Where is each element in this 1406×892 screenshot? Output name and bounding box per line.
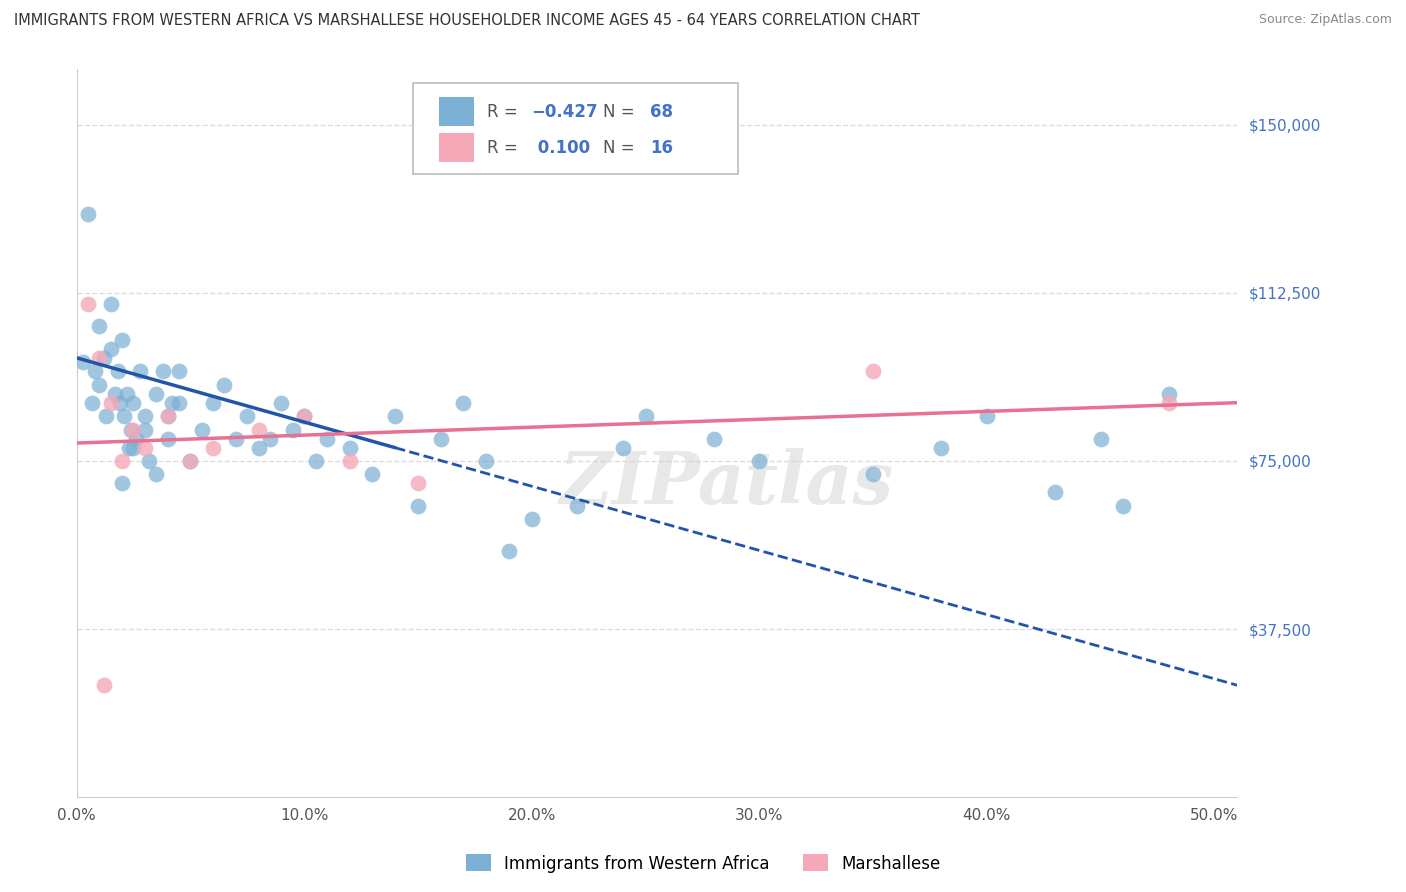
Point (145, 467, 167, 482)
Point (315, 432, 337, 446)
Point (498, 543, 520, 558)
Text: Source: ZipAtlas.com: Source: ZipAtlas.com (1258, 13, 1392, 27)
Point (111, 333, 134, 347)
Text: R =: R = (488, 103, 523, 120)
Point (339, 441, 361, 455)
Point (122, 395, 145, 409)
Point (862, 364, 884, 378)
Point (976, 409, 998, 424)
Point (931, 441, 953, 455)
Text: −0.427: −0.427 (531, 103, 598, 120)
Point (406, 499, 429, 513)
Point (93, 351, 115, 365)
Point (125, 432, 148, 446)
Point (453, 395, 475, 409)
Text: 16: 16 (650, 139, 673, 157)
Point (429, 432, 451, 446)
Text: N =: N = (603, 139, 640, 157)
Point (89, 377, 111, 392)
Point (138, 454, 160, 468)
Point (104, 386, 127, 401)
Point (202, 441, 225, 455)
Point (281, 423, 304, 437)
FancyBboxPatch shape (413, 83, 738, 174)
Point (1043, 485, 1066, 500)
Point (108, 395, 131, 409)
Text: 0.100: 0.100 (531, 139, 589, 157)
Point (748, 454, 770, 468)
Point (475, 454, 498, 468)
Point (225, 432, 247, 446)
Point (134, 409, 156, 424)
Point (292, 409, 315, 424)
Text: ZIPatlas: ZIPatlas (560, 449, 894, 519)
Point (862, 467, 884, 482)
Point (122, 441, 145, 455)
FancyBboxPatch shape (439, 97, 474, 127)
Point (167, 364, 190, 378)
Point (339, 454, 361, 468)
Point (156, 409, 179, 424)
Point (1090, 432, 1112, 446)
Point (111, 454, 134, 468)
Point (83, 364, 105, 378)
Point (259, 432, 281, 446)
Point (567, 499, 589, 513)
Point (111, 476, 134, 491)
Point (134, 423, 156, 437)
Point (304, 454, 326, 468)
Point (112, 409, 135, 424)
Point (406, 476, 429, 491)
Point (94, 409, 117, 424)
Point (122, 423, 145, 437)
Point (77, 297, 100, 311)
Point (118, 441, 141, 455)
Text: IMMIGRANTS FROM WESTERN AFRICA VS MARSHALLESE HOUSEHOLDER INCOME AGES 45 - 64 YE: IMMIGRANTS FROM WESTERN AFRICA VS MARSHA… (14, 13, 920, 29)
Point (107, 364, 129, 378)
Point (89, 351, 111, 365)
Text: R =: R = (488, 139, 523, 157)
Point (236, 409, 259, 424)
Point (520, 512, 543, 526)
Text: 68: 68 (650, 103, 673, 120)
Point (612, 441, 634, 455)
Point (152, 364, 174, 378)
Point (179, 454, 201, 468)
Point (100, 342, 122, 356)
Legend: Immigrants from Western Africa, Marshallese: Immigrants from Western Africa, Marshall… (458, 847, 948, 880)
Point (179, 454, 201, 468)
Point (77, 207, 100, 221)
Point (361, 467, 384, 482)
Point (247, 423, 270, 437)
Point (214, 377, 236, 392)
Point (634, 409, 657, 424)
Point (270, 395, 292, 409)
Point (115, 386, 138, 401)
Point (93, 678, 115, 692)
Point (72, 355, 94, 369)
Point (292, 409, 315, 424)
Point (134, 441, 156, 455)
Point (202, 395, 225, 409)
Text: N =: N = (603, 103, 640, 120)
Point (145, 386, 167, 401)
Point (100, 297, 122, 311)
Point (82, 395, 104, 409)
Point (703, 432, 725, 446)
Point (100, 395, 122, 409)
Point (129, 364, 152, 378)
Point (247, 441, 270, 455)
Point (160, 395, 183, 409)
Point (190, 423, 212, 437)
Point (156, 432, 179, 446)
Point (167, 395, 190, 409)
Point (156, 409, 179, 424)
Point (1157, 395, 1180, 409)
Point (89, 319, 111, 334)
Point (120, 423, 142, 437)
Point (384, 409, 406, 424)
Point (1157, 386, 1180, 401)
FancyBboxPatch shape (439, 133, 474, 162)
Point (1112, 499, 1135, 513)
